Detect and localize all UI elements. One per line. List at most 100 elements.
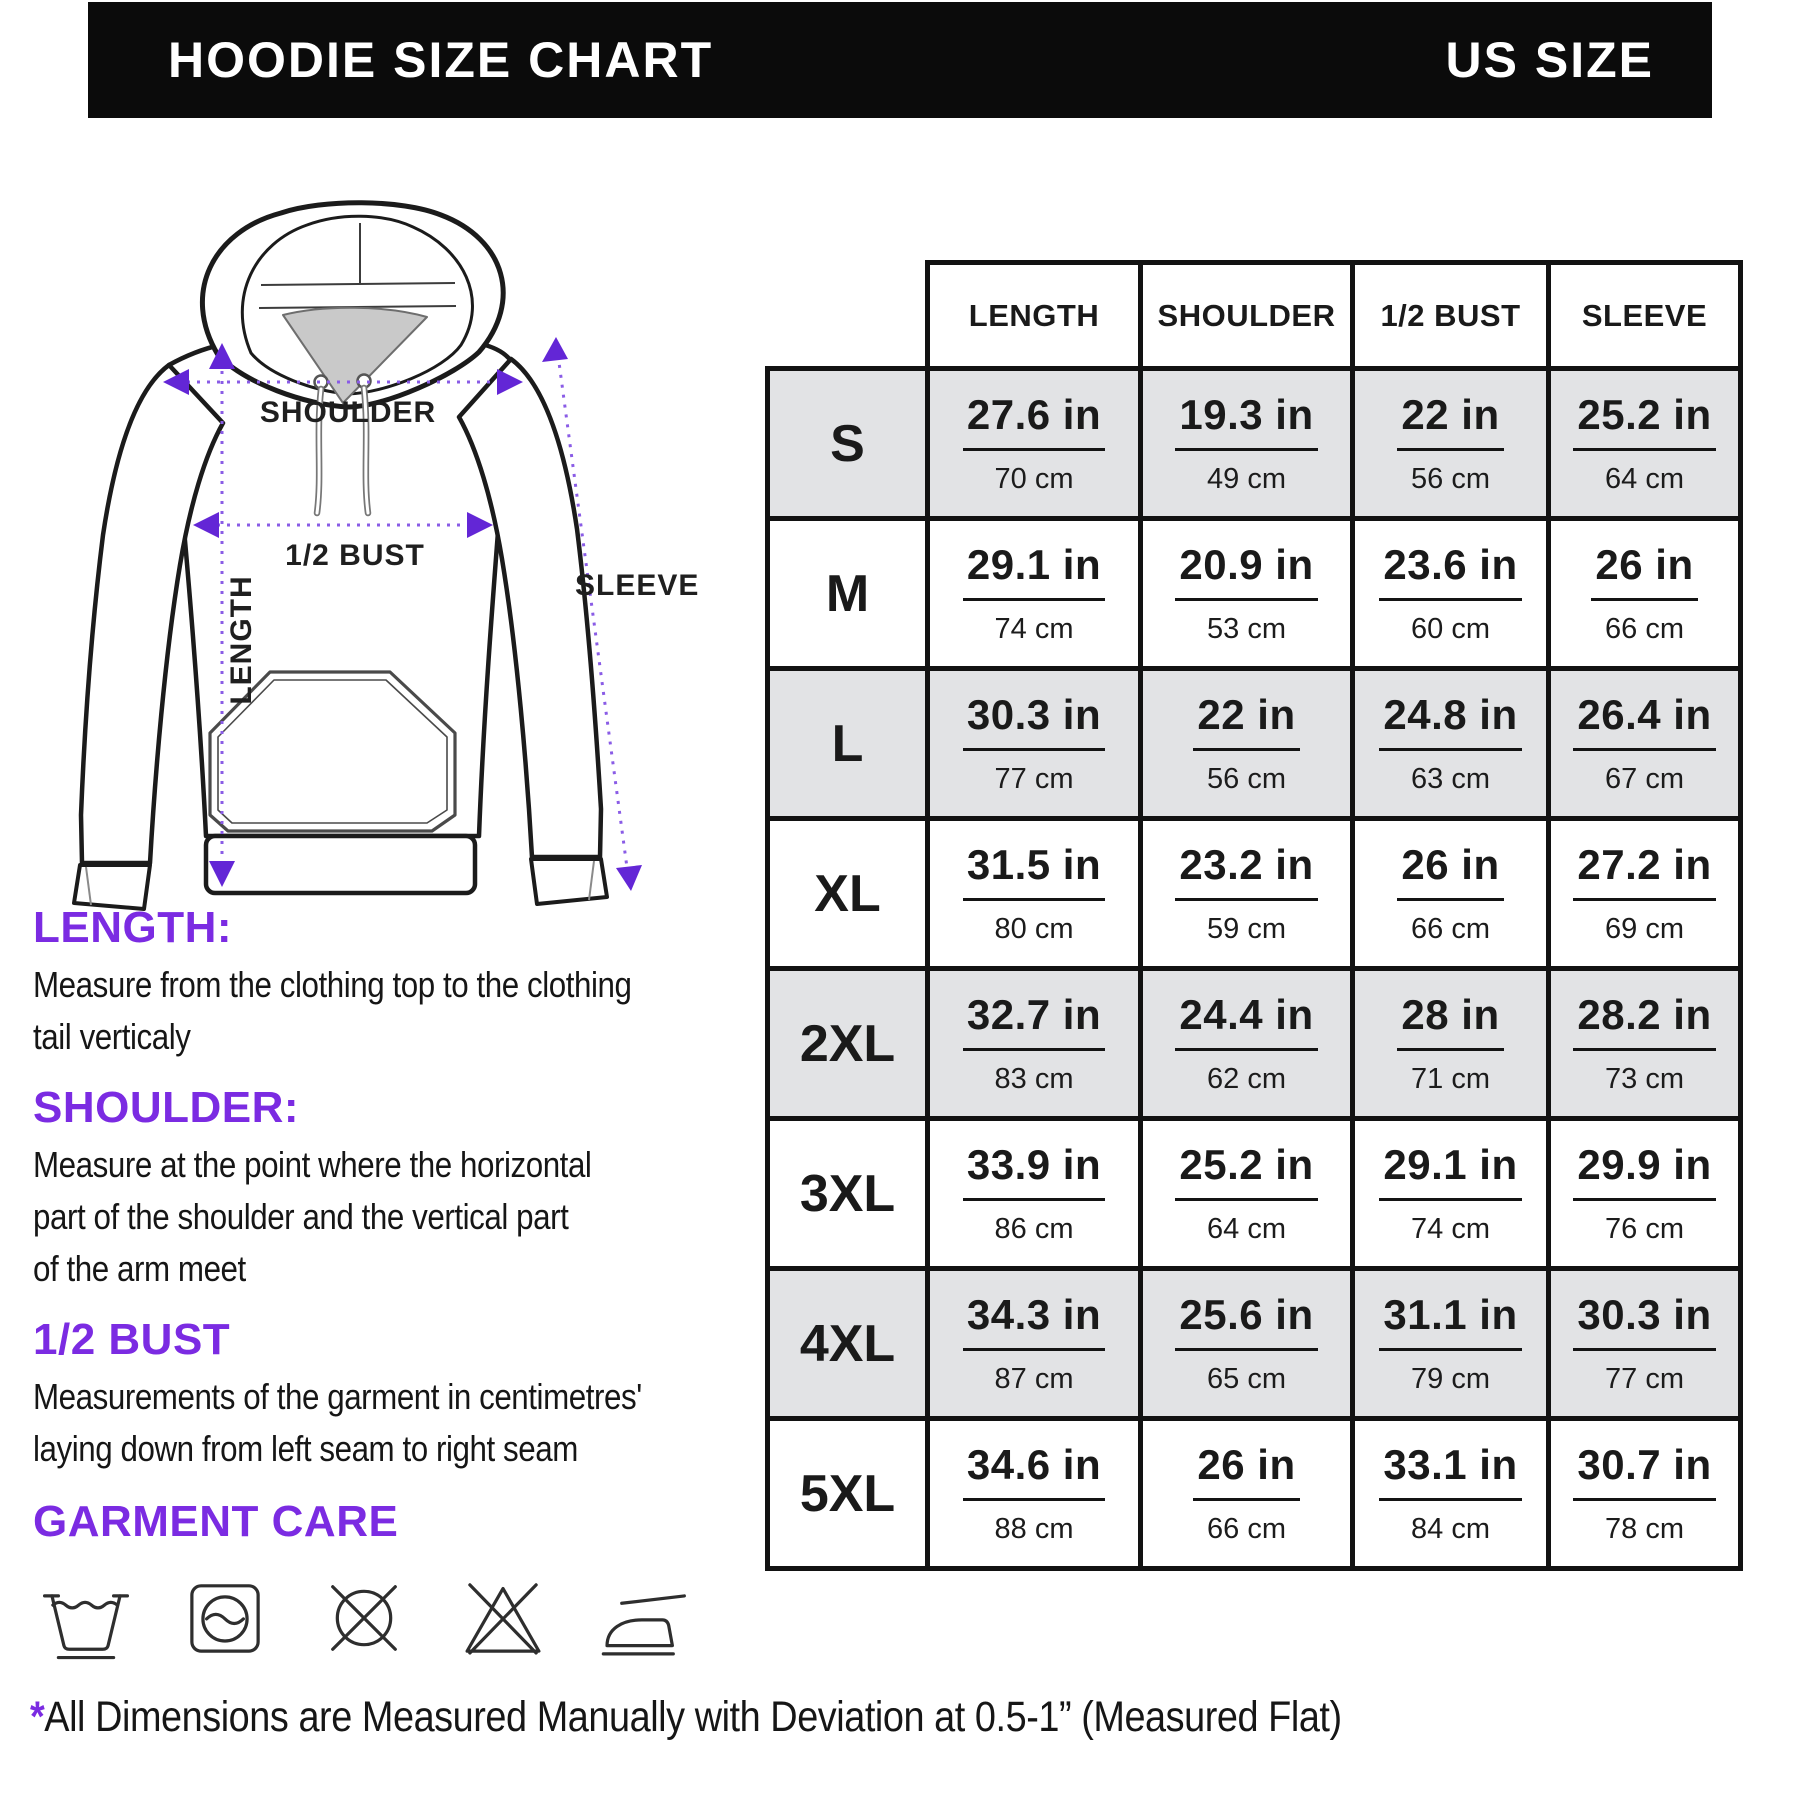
shoulder-description-line: part of the shoulder and the vertical pa… [33,1196,569,1237]
inches-value: 25.6 in [1175,1291,1318,1351]
inches-value: 24.4 in [1175,991,1318,1051]
cm-value: 69 cm [1605,913,1684,945]
measurement-cell: 30.3 in 77 cm [1546,1266,1743,1421]
diagram-sleeve-label: SLEEVE [575,569,699,602]
cm-value: 77 cm [994,763,1074,795]
inches-value: 25.2 in [1175,1141,1318,1201]
measurement-cell: 28.2 in 73 cm [1546,966,1743,1121]
inches-value: 30.7 in [1573,1441,1716,1501]
inches-value: 26 in [1193,1441,1300,1501]
cm-value: 64 cm [1207,1213,1286,1245]
cm-value: 64 cm [1605,463,1684,495]
measurement-cell: 22 in 56 cm [1350,366,1551,521]
measurement-cell: 33.9 in 86 cm [925,1116,1143,1271]
inches-value: 23.6 in [1379,541,1522,601]
inches-value: 33.9 in [962,1141,1106,1201]
measurement-cell: 22 in 56 cm [1138,666,1355,821]
inches-value: 26.4 in [1573,691,1716,751]
inches-value: 29.1 in [1379,1141,1522,1201]
inches-value: 29.1 in [962,541,1106,601]
measurement-info: LENGTH: Measure from the clothing top to… [33,903,693,1547]
length-description-line: Measure from the clothing top to the clo… [33,964,632,1005]
shoulder-description-line: of the arm meet [33,1248,246,1289]
size-label: XL [765,816,930,971]
measurement-cell: 31.5 in 80 cm [925,816,1143,971]
hoodie-cuff-left [72,863,152,911]
hoodie-pocket [208,670,457,833]
iron-icon [601,1594,686,1656]
cm-value: 74 cm [994,613,1074,645]
cm-value: 63 cm [1411,763,1490,795]
bust-description-line: laying down from left seam to right seam [33,1428,578,1469]
header-bar: HOODIE SIZE CHART US SIZE [88,2,1712,118]
cm-value: 84 cm [1411,1513,1490,1545]
cm-value: 60 cm [1411,613,1490,645]
inches-value: 27.6 in [962,391,1106,451]
size-label: 3XL [765,1116,930,1271]
measurement-cell: 31.1 in 79 cm [1350,1266,1551,1421]
length-heading: LENGTH: [33,903,233,952]
cm-value: 67 cm [1605,763,1684,795]
column-header-shoulder: SHOULDER [1138,260,1355,371]
inches-value: 20.9 in [1175,541,1318,601]
drawstring-right-highlight [362,386,370,515]
cm-value: 56 cm [1411,463,1490,495]
column-header-length: LENGTH [925,260,1143,371]
bust-description-line: Measurements of the garment in centimetr… [33,1376,642,1417]
cm-value: 53 cm [1207,613,1286,645]
column-header-bust: 1/2 BUST [1350,260,1551,371]
measurement-cell: 26 in 66 cm [1138,1416,1355,1571]
diagram-shoulder-label: SHOULDER [260,396,436,429]
inches-value: 28 in [1397,991,1504,1051]
table-corner-cell [768,263,928,369]
inches-value: 25.2 in [1573,391,1716,451]
measurement-cell: 29.1 in 74 cm [925,516,1143,671]
size-region-label: US SIZE [1445,32,1654,88]
measurement-cell: 30.3 in 77 cm [925,666,1143,821]
cm-value: 78 cm [1605,1513,1684,1545]
cm-value: 71 cm [1411,1063,1490,1095]
cm-value: 87 cm [994,1363,1074,1395]
wash-gentle-icon [42,1594,130,1660]
size-label: 5XL [765,1416,930,1571]
hood-inner-seam [260,282,456,286]
length-arrow [209,343,235,887]
hoodie-waistband [203,833,478,896]
cm-value: 65 cm [1207,1363,1286,1395]
shoulder-heading: SHOULDER: [33,1083,300,1132]
measurement-cell: 27.6 in 70 cm [925,366,1143,521]
page-title: HOODIE SIZE CHART [168,32,714,88]
inches-value: 27.2 in [1573,841,1716,901]
shoulder-arrow [163,369,523,395]
measurement-cell: 34.3 in 87 cm [925,1266,1143,1421]
table-row: 2XL 32.7 in 83 cm 24.4 in 62 cm 28 in 71 cm 28.… [765,966,1743,1121]
do-not-dry-clean-icon [331,1585,397,1651]
inches-value: 28.2 in [1573,991,1716,1051]
hoodie-cuff-right [529,857,609,906]
garment-care-heading: GARMENT CARE [33,1497,399,1546]
cm-value: 66 cm [1207,1513,1286,1545]
inches-value: 19.3 in [1175,391,1318,451]
cm-value: 77 cm [1605,1363,1684,1395]
measurement-cell: 26 in 66 cm [1546,516,1743,671]
measurement-cell: 29.1 in 74 cm [1350,1116,1551,1271]
cuff-rib-line [588,860,595,901]
inches-value: 22 in [1193,691,1300,751]
measurement-cell: 32.7 in 83 cm [925,966,1143,1121]
cm-value: 56 cm [1207,763,1286,795]
table-row: L 30.3 in 77 cm 22 in 56 cm 24.8 in 63 cm 26.4 … [765,666,1743,821]
measurement-cell: 28 in 71 cm [1350,966,1551,1121]
inches-value: 30.3 in [1573,1291,1716,1351]
cm-value: 74 cm [1411,1213,1490,1245]
table-row: S 27.6 in 70 cm 19.3 in 49 cm 22 in 56 cm 25.2 … [765,366,1743,521]
inches-value: 22 in [1397,391,1504,451]
size-label: S [765,366,930,521]
inches-value: 31.1 in [1379,1291,1522,1351]
inches-value: 26 in [1591,541,1698,601]
garment-care-icons [40,1572,688,1664]
hoodie-pocket-inner-line [217,679,448,824]
diagram-bust-label: 1/2 BUST [285,539,425,572]
column-header-sleeve: SLEEVE [1546,260,1743,371]
footnote-text: All Dimensions are Measured Manually wit… [44,1693,1342,1741]
